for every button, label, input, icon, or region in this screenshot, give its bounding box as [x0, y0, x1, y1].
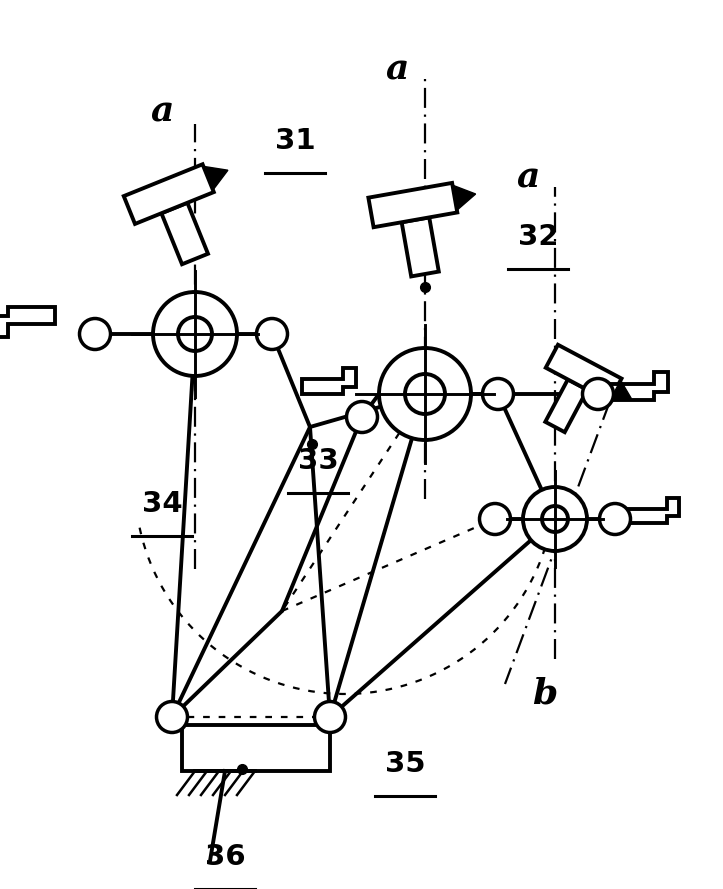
Polygon shape: [545, 380, 587, 432]
Circle shape: [599, 503, 630, 534]
Polygon shape: [203, 166, 228, 190]
Polygon shape: [546, 345, 622, 402]
Circle shape: [346, 402, 377, 433]
Polygon shape: [161, 203, 208, 264]
Text: 33: 33: [298, 447, 338, 475]
Polygon shape: [610, 372, 667, 400]
Text: 32: 32: [518, 223, 558, 251]
Circle shape: [479, 503, 510, 534]
Polygon shape: [610, 380, 631, 400]
Text: a: a: [385, 52, 408, 86]
Polygon shape: [627, 498, 679, 524]
Polygon shape: [453, 185, 476, 210]
Circle shape: [523, 487, 587, 551]
Circle shape: [315, 701, 346, 733]
Text: b: b: [532, 677, 557, 711]
Circle shape: [156, 701, 187, 733]
Circle shape: [542, 506, 568, 532]
Text: a: a: [516, 160, 539, 194]
Text: 31: 31: [275, 127, 315, 155]
Circle shape: [257, 318, 288, 349]
Circle shape: [482, 379, 513, 410]
Text: 36: 36: [205, 843, 245, 871]
Circle shape: [583, 379, 614, 410]
Polygon shape: [302, 368, 356, 394]
Text: a: a: [150, 94, 174, 128]
Circle shape: [178, 317, 212, 351]
Circle shape: [80, 318, 111, 349]
Polygon shape: [369, 183, 458, 228]
Text: 35: 35: [385, 750, 425, 778]
Bar: [182, 725, 330, 771]
Circle shape: [379, 348, 471, 440]
Polygon shape: [0, 307, 55, 337]
Text: 34: 34: [142, 490, 182, 518]
Circle shape: [405, 374, 445, 414]
Polygon shape: [402, 218, 439, 276]
Circle shape: [153, 292, 237, 376]
Polygon shape: [124, 164, 214, 224]
